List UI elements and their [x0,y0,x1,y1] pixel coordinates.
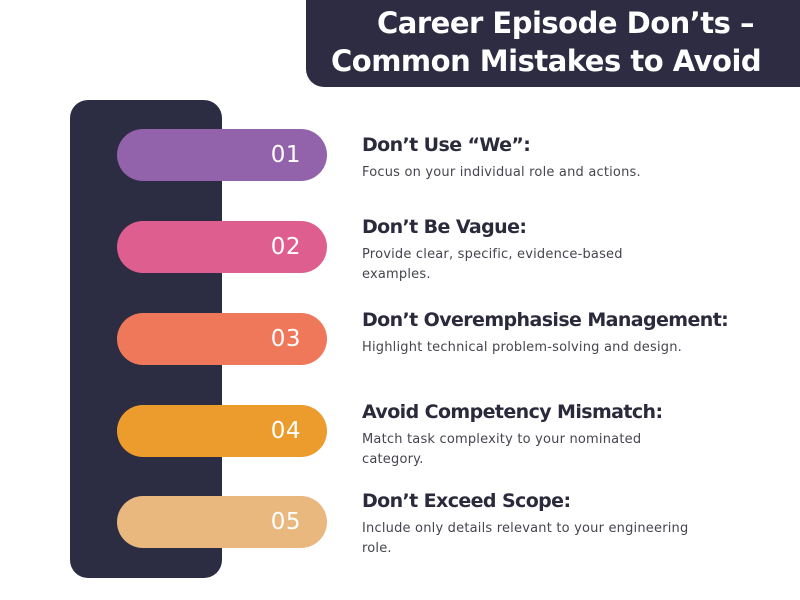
title-banner: Career Episode Don’ts – Common Mistakes … [306,0,800,87]
page-title-line-1: Career Episode Don’ts – [377,6,754,40]
list-item-02: Don’t Be Vague: Provide clear, specific,… [362,215,782,285]
page-title-line-2: Common Mistakes to Avoid [331,44,762,78]
item-title: Don’t Be Vague: [362,216,527,238]
number-pill-03: 03 [117,313,327,365]
item-title: Don’t Overemphasise Management: [362,309,729,331]
list-item-04: Avoid Competency Mismatch: Match task co… [362,400,782,470]
list-item-05: Don’t Exceed Scope: Include only details… [362,489,782,559]
item-description: Highlight technical problem-solving and … [362,340,683,355]
number-pill-02: 02 [117,221,327,273]
list-item-03: Don’t Overemphasise Management: Highligh… [362,308,782,358]
pill-number: 04 [270,418,301,444]
item-description: Focus on your individual role and action… [362,165,641,180]
item-title: Avoid Competency Mismatch: [362,401,663,423]
number-pill-05: 05 [117,496,327,548]
pill-number: 02 [270,234,301,260]
pill-number: 03 [270,326,301,352]
number-pill-04: 04 [117,405,327,457]
item-description: Include only details relevant to your en… [362,521,689,556]
item-title: Don’t Use “We”: [362,134,531,156]
number-pill-01: 01 [117,129,327,181]
pill-number: 01 [270,142,301,168]
list-item-01: Don’t Use “We”: Focus on your individual… [362,133,782,183]
item-description: Match task complexity to your nominated … [362,432,642,467]
item-title: Don’t Exceed Scope: [362,490,571,512]
item-description: Provide clear, specific, evidence-based … [362,247,623,282]
pill-number: 05 [270,509,301,535]
